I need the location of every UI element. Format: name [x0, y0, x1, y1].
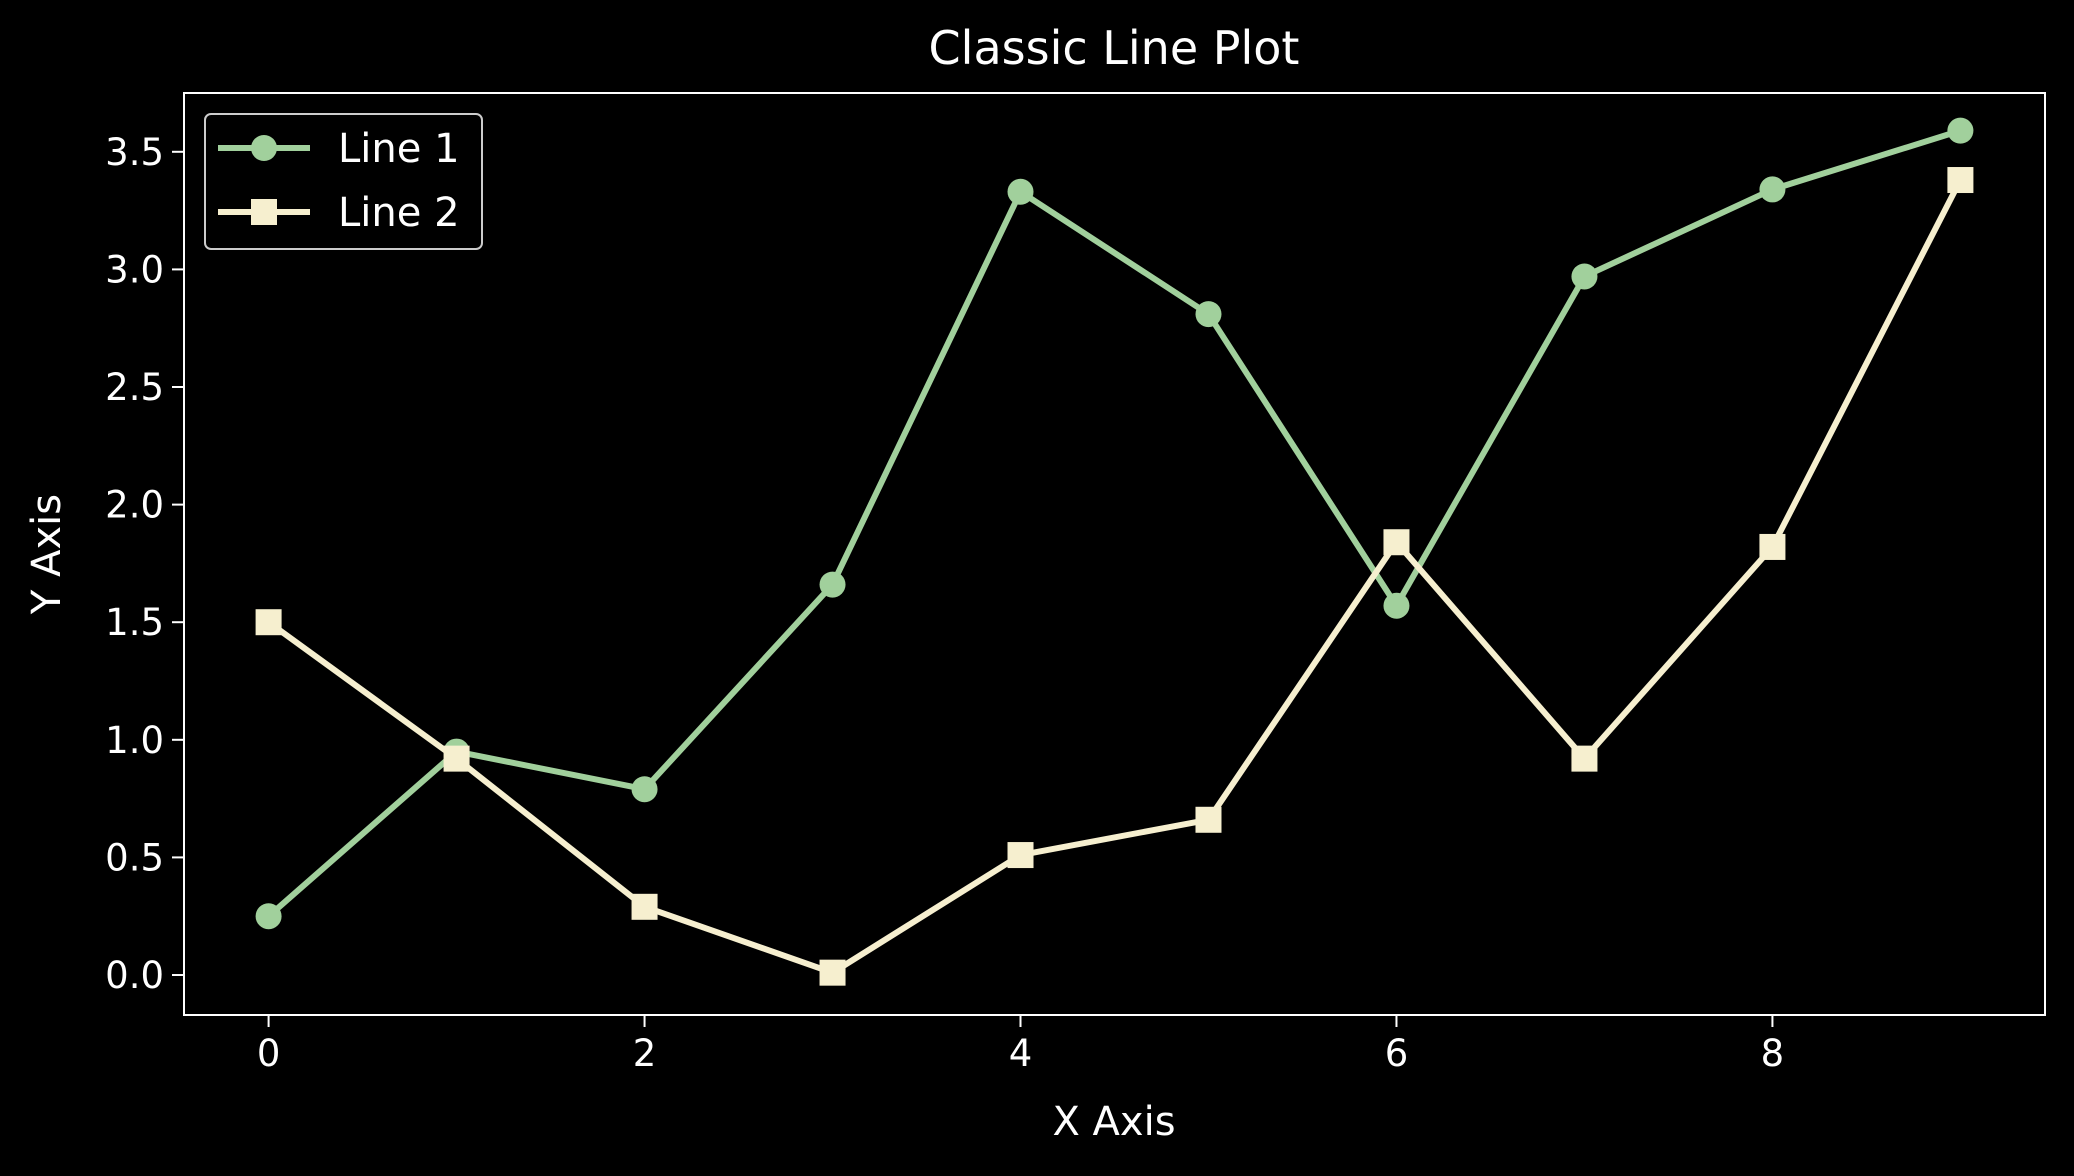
x-axis-label: X Axis: [1052, 1099, 1175, 1145]
x-tick-label: 4: [1009, 1032, 1033, 1075]
data-point: [1947, 117, 1974, 144]
x-tick-label: 2: [633, 1032, 657, 1075]
data-point: [631, 893, 658, 920]
data-point: [1571, 263, 1598, 290]
data-point: [1007, 178, 1034, 205]
data-point: [1383, 529, 1410, 556]
legend-item: Line 2: [218, 190, 460, 236]
y-tick-label: 2.0: [105, 484, 164, 527]
data-point: [1195, 301, 1222, 328]
data-point: [1759, 533, 1786, 560]
legend-label: Line 1: [338, 126, 460, 172]
data-point: [631, 776, 658, 803]
series-line: [266, 178, 1964, 976]
y-tick-label: 0.0: [105, 954, 164, 997]
chart-title: Classic Line Plot: [929, 21, 1300, 75]
series-layer: [255, 117, 1974, 986]
y-tick-label: 1.5: [105, 601, 164, 644]
data-point: [1571, 745, 1598, 772]
y-tick-label: 3.5: [105, 131, 164, 174]
y-tick-label: 1.0: [105, 719, 164, 762]
y-tick-label: 3.0: [105, 248, 164, 291]
legend-label: Line 2: [338, 190, 460, 236]
data-point: [819, 571, 846, 598]
legend-marker: [251, 199, 277, 225]
y-ticks: 0.0 0.5 1.0 1.5 2.0 2.5 3.0 3.5: [105, 131, 184, 997]
plot-frame: [183, 92, 2046, 1016]
data-point: [1007, 842, 1034, 869]
data-point: [1383, 592, 1410, 619]
legend-marker: [251, 135, 277, 161]
data-point: [819, 959, 846, 986]
data-point: [443, 745, 470, 772]
x-tick-label: 0: [257, 1032, 281, 1075]
data-point: [255, 903, 282, 930]
legend-item: Line 1: [218, 126, 460, 172]
data-point: [255, 609, 282, 636]
y-axis-label: Y Axis: [24, 494, 70, 615]
series-2: [255, 167, 1974, 986]
x-tick-label: 8: [1761, 1032, 1785, 1075]
series-1: [255, 117, 1974, 930]
x-tick-label: 6: [1385, 1032, 1409, 1075]
legend: Line 1 Line 2: [204, 113, 483, 250]
series-line: [266, 127, 1962, 919]
data-point: [1947, 167, 1974, 194]
data-point: [1759, 176, 1786, 203]
x-ticks: 0 2 4 6 8: [257, 1015, 1784, 1075]
data-point: [1195, 806, 1222, 833]
y-tick-label: 0.5: [105, 836, 164, 879]
y-tick-label: 2.5: [105, 366, 164, 409]
